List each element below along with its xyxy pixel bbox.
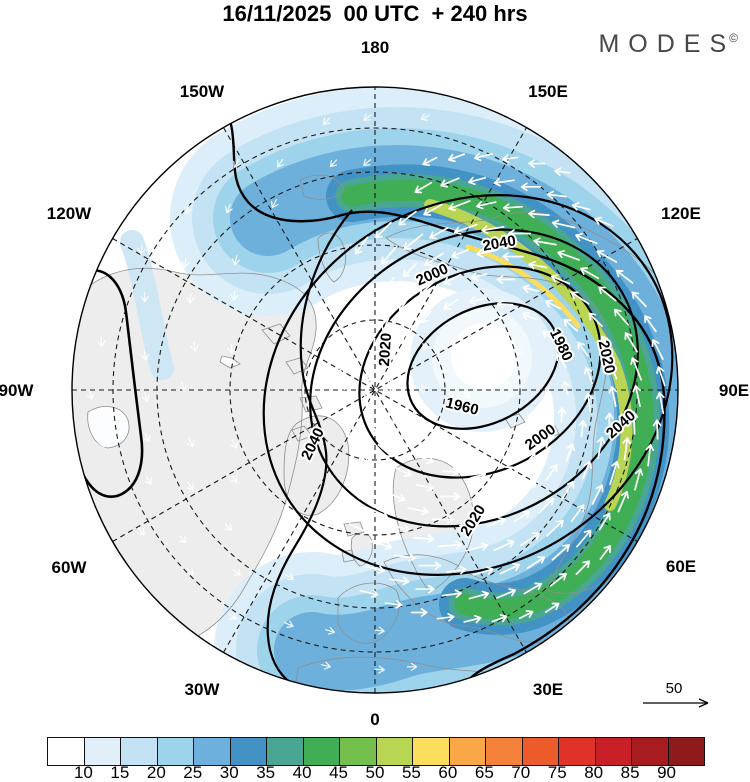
longitude-labels-layer: 180 150E 120E 90E 60E 30E 0 30W 60W 90W 120W 150W (0, 38, 749, 729)
contour-label: 2020 (376, 332, 395, 366)
longitude-label: 180 (361, 38, 389, 57)
colorbar-cell (376, 738, 413, 765)
colorbar-tick: 60 (438, 763, 458, 782)
coastline (337, 582, 400, 644)
coastline (283, 415, 350, 516)
colorbar-tick: 55 (401, 763, 421, 782)
longitude-label: 60W (52, 558, 88, 577)
colorbar-tick: 15 (110, 763, 130, 782)
colorbar-tick: 85 (620, 763, 640, 782)
modes-logo-sup: © (729, 31, 738, 45)
coastline (542, 425, 560, 439)
colorbar-tick: 90 (657, 763, 677, 782)
colorbar-tick: 25 (183, 763, 203, 782)
colorbar-cell (595, 738, 632, 765)
coastline-layer (72, 174, 678, 693)
contour-line (262, 194, 674, 576)
longitude-label: 150E (528, 82, 568, 101)
colorbar-cell (522, 738, 559, 765)
colorbar-cell (48, 738, 85, 765)
colorbar-tick: 70 (511, 763, 531, 782)
colorbar-tick: 45 (329, 763, 349, 782)
longitude-label: 120E (661, 204, 701, 223)
colorbar-tick: 65 (474, 763, 494, 782)
modes-logo-text: MODES (598, 30, 736, 58)
meridian-line (223, 127, 527, 653)
meridian-line (112, 238, 638, 542)
colorbar-cell (449, 738, 486, 765)
colorbar-cell (194, 738, 231, 765)
longitude-label: 90E (719, 381, 749, 400)
colorbar-cell (340, 738, 377, 765)
inland-water (87, 406, 130, 449)
colorbar-tick: 75 (547, 763, 567, 782)
low-center-core (451, 323, 517, 389)
shading-layer (120, 87, 678, 693)
colorbar-tick: 80 (584, 763, 604, 782)
colorbar-cell (413, 738, 450, 765)
longitude-label: 60E (666, 557, 696, 576)
contour-line (358, 265, 602, 479)
coastline (504, 413, 526, 429)
reference-arrow: 50 (643, 680, 709, 708)
colorbar-cell (303, 738, 340, 765)
reference-arrow-line (643, 698, 709, 708)
meridian-line (223, 127, 527, 653)
longitude-label: 30E (533, 680, 563, 699)
coastline (291, 425, 313, 442)
polar-low-center (410, 288, 554, 432)
colorbar-tick: 35 (256, 763, 276, 782)
colorbar-cell (230, 738, 267, 765)
reference-arrow-label: 50 (666, 680, 683, 697)
shading-band (341, 179, 654, 620)
contour-line (266, 209, 353, 691)
longitude-label: 120W (47, 204, 92, 223)
coastline (392, 457, 474, 593)
contour-line (72, 268, 144, 498)
contour-line (406, 302, 560, 430)
longitude-label: 0 (370, 710, 379, 729)
colorbar-cell (121, 738, 158, 765)
map-boundary (71, 86, 679, 694)
colorbar-tick: 20 (146, 763, 166, 782)
coastline (299, 174, 345, 200)
chart-title: 16/11/2025 00 UTC + 240 hrs (222, 1, 528, 26)
coastline (261, 323, 291, 345)
longitude-label: 30W (185, 680, 221, 699)
modes-logo: MODES© (598, 30, 738, 59)
colorbar-cell (486, 738, 523, 765)
jet-wind-arrows (331, 152, 666, 624)
coastline (285, 357, 309, 375)
meridian-line (112, 238, 638, 542)
longitude-label: 150W (180, 82, 225, 101)
colorbar (47, 737, 705, 766)
weak-wind-arrows (86, 113, 524, 674)
landmass (72, 268, 317, 649)
colorbar-cell (84, 738, 121, 765)
colorbar-cell (559, 738, 596, 765)
coastline (341, 549, 355, 563)
inland-water (219, 355, 241, 369)
colorbar-cell (267, 738, 304, 765)
coastline (385, 211, 678, 594)
landmass (284, 415, 349, 516)
colorbar-tick: 40 (292, 763, 312, 782)
colorbar-tick: 50 (365, 763, 385, 782)
colorbar-cell (632, 738, 669, 765)
colorbar-tick: 30 (219, 763, 239, 782)
colorbar-cell (668, 738, 704, 765)
shading-patch (120, 230, 174, 380)
wind-arrows-layer (86, 113, 666, 674)
colorbar-cell (157, 738, 194, 765)
longitude-label: 90W (0, 381, 34, 400)
colorbar-tick: 10 (73, 763, 93, 782)
